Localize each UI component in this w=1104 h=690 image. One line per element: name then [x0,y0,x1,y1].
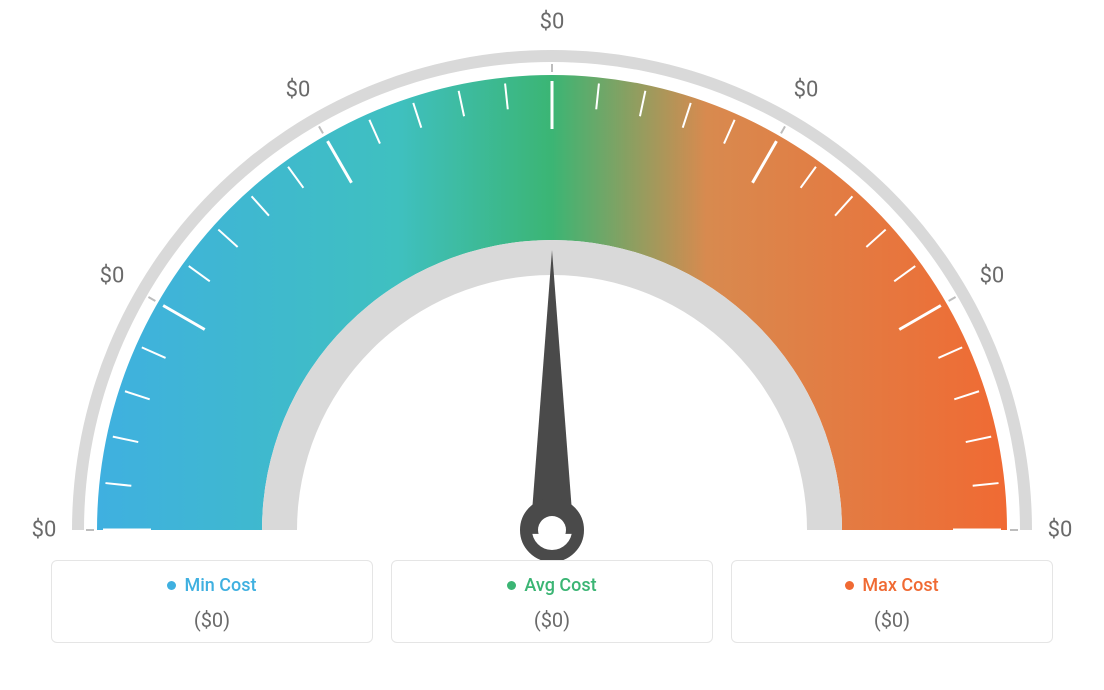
gauge-tick-label: $0 [286,78,311,103]
legend-label-min: Min Cost [184,575,256,596]
legend-title-min: Min Cost [167,575,256,596]
gauge-tick-label: $0 [100,264,125,289]
legend-row: Min Cost ($0) Avg Cost ($0) Max Cost ($0… [0,560,1104,643]
gauge-svg [0,0,1104,560]
legend-card-max: Max Cost ($0) [731,560,1053,643]
legend-value-max: ($0) [732,608,1052,632]
gauge-area: $0 $0 $0 $0 $0 $0 $0 [0,0,1104,560]
gauge-tick-label: $0 [540,10,565,35]
gauge-tick-label: $0 [794,78,819,103]
gauge-tick-label: $0 [32,518,57,543]
legend-card-min: Min Cost ($0) [51,560,373,643]
cost-gauge-chart: $0 $0 $0 $0 $0 $0 $0 Min Cost ($0) Avg Cost ($… [0,0,1104,690]
legend-title-avg: Avg Cost [507,575,596,596]
legend-card-avg: Avg Cost ($0) [391,560,713,643]
legend-label-max: Max Cost [862,575,938,596]
legend-dot-avg [507,581,516,590]
legend-title-max: Max Cost [845,575,938,596]
legend-value-avg: ($0) [392,608,712,632]
legend-label-avg: Avg Cost [524,575,596,596]
legend-dot-min [167,581,176,590]
legend-dot-max [845,581,854,590]
legend-value-min: ($0) [52,608,372,632]
gauge-tick-label: $0 [1048,518,1073,543]
gauge-tick-label: $0 [980,264,1005,289]
